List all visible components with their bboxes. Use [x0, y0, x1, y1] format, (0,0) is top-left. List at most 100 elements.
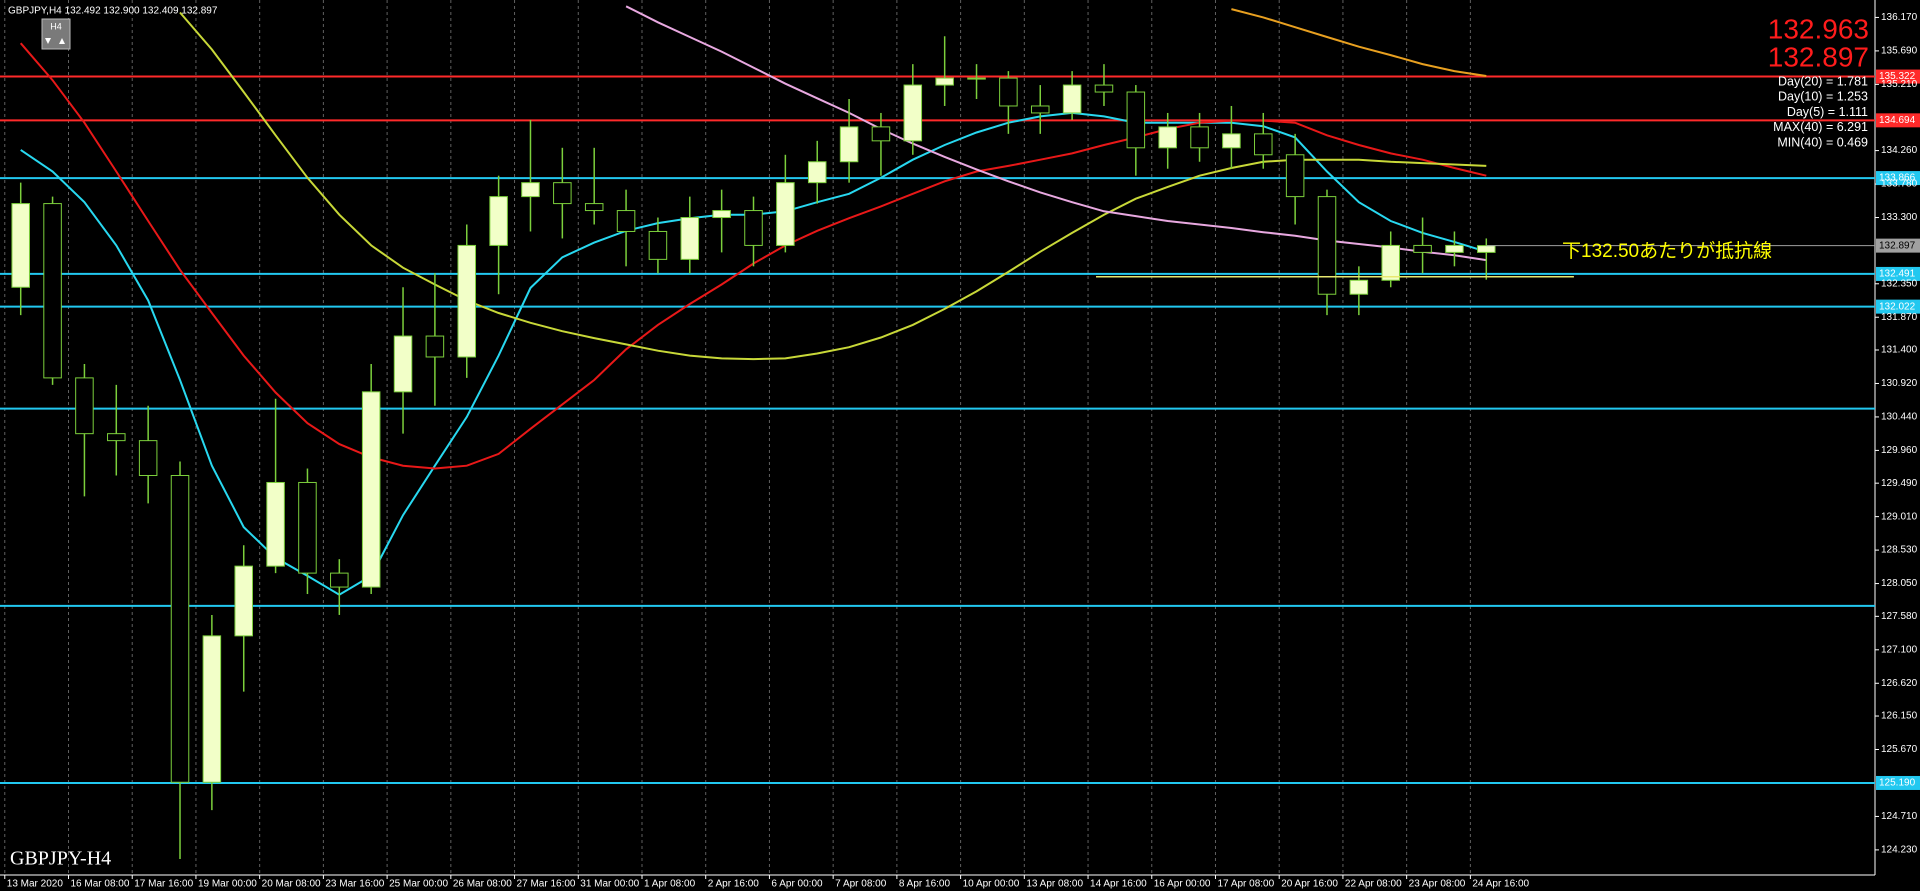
candle-body	[330, 572, 349, 588]
candle-body	[298, 481, 317, 574]
x-tick-label: 23 Apr 08:00	[1409, 879, 1466, 890]
x-tick-label: 1 Apr 08:00	[644, 879, 696, 890]
y-tick-label: 127.580	[1881, 611, 1918, 622]
watermark: GBPJPY-H4	[10, 848, 111, 870]
timeframe-arrows[interactable]	[45, 38, 65, 44]
candle-body	[361, 391, 381, 588]
candle-body	[1445, 244, 1464, 253]
x-tick-label: 8 Apr 16:00	[899, 879, 951, 890]
level-label: 132.491	[1879, 269, 1916, 280]
candle-body	[138, 440, 158, 476]
stat-line: Day(20) = 1.781	[1778, 74, 1868, 88]
y-tick-label: 126.620	[1881, 678, 1918, 689]
level-label: 135.322	[1879, 71, 1916, 82]
y-tick-label: 135.690	[1881, 46, 1918, 57]
candle-body	[1477, 245, 1496, 253]
x-tick-label: 26 Mar 08:00	[453, 879, 512, 890]
candle-body	[553, 182, 572, 205]
y-tick-label: 136.170	[1881, 12, 1918, 23]
x-tick-label: 17 Apr 08:00	[1217, 879, 1274, 890]
y-tick-label: 131.400	[1881, 345, 1918, 356]
candle-body	[202, 635, 222, 783]
level-label: 133.866	[1879, 173, 1916, 184]
candle-body	[648, 230, 668, 260]
level-box	[1876, 775, 1920, 790]
x-tick-label: 20 Mar 08:00	[262, 879, 321, 890]
ask-price: 132.897	[1768, 41, 1869, 72]
level-box	[1876, 113, 1920, 128]
y-tick-label: 130.440	[1881, 412, 1918, 423]
candle-body	[680, 217, 700, 260]
timeframe-button[interactable]: H4	[41, 18, 71, 50]
stat-line: Day(10) = 1.253	[1778, 90, 1868, 104]
plot-area	[0, 0, 1875, 875]
stat-line: MIN(40) = 0.469	[1777, 135, 1868, 149]
y-tick-label: 130.920	[1881, 378, 1918, 389]
timeframe-box[interactable]	[41, 18, 71, 50]
stat-line: Day(5) = 1.111	[1787, 105, 1868, 119]
current-price-label: 132.897	[1879, 240, 1916, 251]
candle-body	[266, 481, 285, 567]
candle-body	[234, 565, 253, 637]
candle-body	[75, 377, 94, 435]
y-tick-label: 126.150	[1881, 711, 1918, 722]
candle-body	[1030, 105, 1050, 114]
candle-body	[935, 77, 954, 86]
level-label: 134.694	[1879, 115, 1916, 126]
moving-average	[179, 11, 1487, 361]
x-tick-label: 13 Mar 2020	[7, 879, 64, 890]
y-tick-label: 129.490	[1881, 478, 1918, 489]
candle-body	[712, 210, 731, 219]
x-tick-label: 14 Apr 16:00	[1090, 879, 1147, 890]
moving-average	[625, 5, 1487, 262]
x-tick-label: 7 Apr 08:00	[835, 879, 887, 890]
x-tick-label: 10 Apr 00:00	[963, 879, 1020, 890]
x-tick-label: 22 Apr 08:00	[1345, 879, 1402, 890]
x-tick-label: 20 Apr 16:00	[1281, 879, 1338, 890]
level-box	[1876, 69, 1920, 84]
x-tick-label: 25 Mar 00:00	[389, 879, 448, 890]
level-label: 125.190	[1879, 778, 1916, 789]
y-tick-label: 135.210	[1881, 79, 1918, 90]
level-box	[1876, 171, 1920, 186]
y-tick-label: 128.530	[1881, 545, 1918, 556]
candle-body	[1190, 126, 1209, 149]
timeframe-label[interactable]: H4	[50, 21, 62, 31]
candle-body	[1285, 154, 1305, 198]
candle-body	[1413, 244, 1432, 253]
y-tick-label: 124.230	[1881, 845, 1918, 856]
y-tick-label: 134.260	[1881, 145, 1918, 156]
candle-body	[967, 77, 986, 80]
y-tick-label: 125.670	[1881, 744, 1918, 755]
candle-body	[489, 196, 508, 246]
x-tick-label: 16 Mar 08:00	[71, 879, 130, 890]
candle-body	[1381, 244, 1400, 281]
x-tick-label: 16 Apr 00:00	[1154, 879, 1211, 890]
stat-line: MAX(40) = 6.291	[1773, 120, 1868, 134]
y-tick-label: 128.050	[1881, 578, 1918, 589]
candle-body	[1349, 279, 1369, 295]
candle-body	[1317, 196, 1337, 295]
x-tick-label: 23 Mar 16:00	[325, 879, 384, 890]
candle-body	[839, 126, 859, 163]
x-tick-label: 2 Apr 16:00	[708, 879, 760, 890]
y-tick-label: 127.100	[1881, 644, 1918, 655]
candle-body	[43, 203, 62, 379]
candle-body	[807, 161, 827, 184]
candle-body	[425, 335, 445, 358]
y-tick-label: 129.960	[1881, 445, 1918, 456]
x-tick-label: 24 Apr 16:00	[1472, 879, 1529, 890]
x-tick-label: 19 Mar 00:00	[198, 879, 257, 890]
y-tick-label: 124.710	[1881, 811, 1918, 822]
candle-body	[11, 203, 30, 288]
candle-body	[584, 203, 604, 212]
bid-price: 132.963	[1768, 13, 1869, 44]
candle-body	[457, 244, 477, 358]
candle-body	[744, 210, 763, 246]
moving-average	[1231, 8, 1487, 77]
x-tick-label: 31 Mar 00:00	[580, 879, 639, 890]
candle-body	[903, 84, 923, 142]
y-tick-label: 129.010	[1881, 511, 1918, 522]
